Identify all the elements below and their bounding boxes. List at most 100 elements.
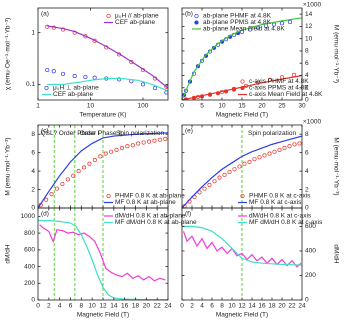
data-point [87, 161, 92, 166]
data-point [199, 58, 205, 63]
y-tick-label: 8 [31, 131, 35, 138]
y-tick-label: 14 [305, 11, 313, 18]
data-point [44, 197, 49, 202]
x-tick-label: 1 [36, 103, 40, 110]
y-tick-label: 6 [31, 149, 35, 156]
plot-area [182, 125, 302, 208]
plot-frame [181, 7, 303, 101]
data-point [119, 146, 125, 151]
legend-label: μ₀H ⊥ ab-plane [53, 85, 99, 92]
data-point [247, 159, 252, 164]
y-tick-label: 0.1 [26, 81, 35, 88]
scale-label: ×1000 [303, 2, 322, 9]
data-point [81, 165, 87, 170]
data-point [207, 182, 212, 187]
x-tick-label: 15 [238, 103, 246, 110]
series-line [182, 17, 302, 100]
data-point [267, 151, 272, 156]
panel-label: (e) [185, 128, 193, 135]
legend-swatch [240, 193, 245, 199]
series-line [38, 219, 168, 300]
x-tick-label: 0 [180, 103, 184, 110]
data-point [153, 86, 158, 91]
series-line [182, 231, 302, 268]
data-point [292, 142, 297, 147]
series-line [38, 132, 168, 208]
legend-label: μ₀H // ab-plane [115, 13, 159, 20]
y-tick-label: 0 [305, 97, 309, 104]
x-tick-label: 6 [69, 303, 73, 310]
x-tick-label: 25 [278, 103, 286, 110]
y-tick-label: 6 [305, 149, 309, 156]
plot-area [38, 208, 168, 300]
x-tick-label: 4 [200, 303, 204, 310]
legend-label: CEF ab-plane [53, 91, 93, 98]
y-tick-label: 1000 [21, 213, 36, 220]
y-tick-label: 400 [305, 248, 316, 255]
x-tick-label: 4 [58, 303, 62, 310]
x-tick-label: 22 [154, 303, 162, 310]
data-point [262, 153, 267, 158]
y-axis-label: dM/dH [332, 244, 339, 263]
annotation: QSL? [41, 130, 58, 137]
annotation: Order Phase II [80, 130, 122, 137]
plot-area [182, 17, 302, 100]
scale-label: ×1000 [303, 119, 322, 126]
x-tick-label: 20 [143, 303, 151, 310]
x-tick-label: 16 [121, 303, 129, 310]
data-point [237, 164, 242, 169]
y-tick-label: 4 [31, 168, 35, 175]
x-tick-label: 0 [36, 303, 40, 310]
y-axis-label: dM/dH [5, 244, 12, 263]
x-tick-label: 10 [89, 303, 97, 310]
data-point [141, 140, 146, 145]
x-tick-label: 20 [258, 103, 266, 110]
x-axis-label: Magnetic Field (T) [77, 312, 129, 319]
data-point [152, 138, 157, 143]
data-point [140, 82, 146, 87]
x-tick-label: 30 [298, 103, 306, 110]
series-line [182, 135, 302, 208]
legend-label: ab-plane PHMF at 4.8K [203, 13, 272, 20]
legend-swatch [44, 85, 49, 91]
y-tick-label: 4 [305, 168, 309, 175]
x-tick-label: 14 [248, 303, 256, 310]
y-tick-label: 2 [31, 186, 35, 193]
x-tick-label: 10 [87, 103, 95, 110]
plot-frame [181, 207, 303, 301]
x-tick-label: 24 [164, 303, 172, 310]
x-tick-label: 18 [132, 303, 140, 310]
y-axis-label: M (emu·mol⁻¹·Yb⁻³) [5, 137, 12, 195]
x-tick-label: 20 [278, 303, 286, 310]
y-tick-label: 10 [305, 35, 313, 42]
data-point [242, 161, 247, 166]
x-tick-label: 5 [200, 103, 204, 110]
x-axis-label: Magnetic Field (T) [216, 312, 268, 319]
legend-swatch [240, 85, 245, 91]
y-tick-label: 2 [305, 186, 309, 193]
panel-label: (a) [41, 11, 49, 18]
plot-area [182, 208, 302, 300]
data-point [287, 144, 292, 149]
data-point [125, 144, 130, 149]
data-point [164, 84, 168, 89]
data-point [49, 192, 54, 197]
x-tick-label: 0 [180, 303, 184, 310]
legend-swatch [240, 79, 245, 84]
legend-swatch [106, 13, 111, 19]
data-point [297, 141, 302, 146]
annotation: Spin polarization [248, 130, 296, 137]
data-point [282, 146, 287, 151]
legend-label: ab-plane Mean Field at 4.8K [203, 26, 285, 33]
y-tick-label: 400 [24, 263, 35, 270]
y-tick-label: 0 [31, 205, 35, 212]
data-point [130, 143, 135, 148]
data-point [109, 149, 114, 154]
data-point [291, 72, 297, 77]
data-point [207, 49, 213, 54]
legend-label: MF 0.8 K at ab-plane [115, 199, 176, 206]
x-tick-label: 100 [138, 103, 149, 110]
x-tick-label: 18 [268, 303, 276, 310]
data-point [54, 186, 60, 191]
